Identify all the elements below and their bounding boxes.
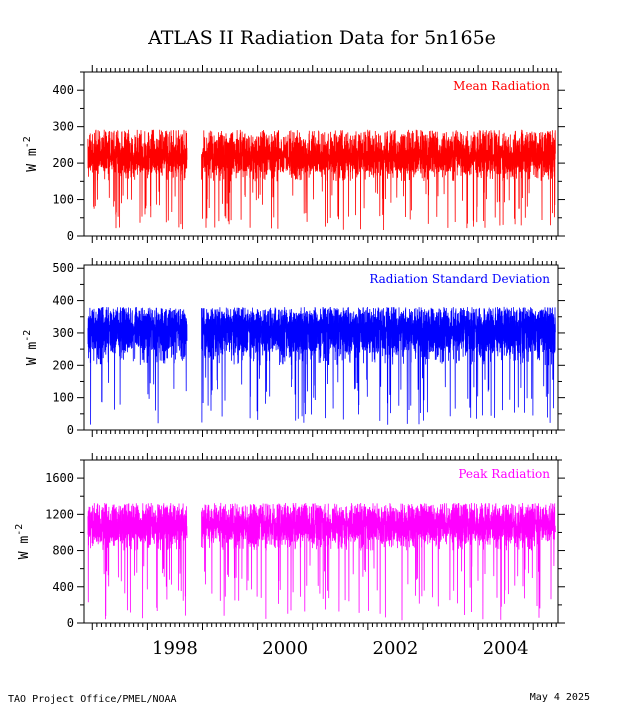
series-label: Peak Radiation xyxy=(458,467,550,481)
y-axis-label: W m-2 xyxy=(22,136,40,172)
y-tick-label: 100 xyxy=(52,193,74,207)
x-tick-label: 2002 xyxy=(373,638,419,659)
series-line xyxy=(201,502,556,621)
plot-frame xyxy=(83,459,559,624)
series-label: Radiation Standard Deviation xyxy=(369,272,550,286)
series-line xyxy=(201,306,556,425)
series-line xyxy=(87,502,188,620)
x-tick-label: 2000 xyxy=(262,638,308,659)
plot-frame xyxy=(83,71,559,237)
mean-radiation-panel: 0 100 200 300 400 W m-2 Mean Radiation xyxy=(22,65,565,243)
y-tick-label: 300 xyxy=(52,326,74,340)
radiation-std-panel: 0 100 200 300 400 500 W m-2 Radiation Standard … xyxy=(22,258,565,437)
plot-frame xyxy=(83,264,559,431)
series-line xyxy=(87,306,188,425)
y-tick-label: 200 xyxy=(52,358,74,372)
series-label: Mean Radiation xyxy=(453,79,550,93)
y-tick-label: 1600 xyxy=(45,471,74,485)
x-tick-label: 2004 xyxy=(483,638,529,659)
x-tick-label: 1998 xyxy=(152,638,198,659)
chart-title: ATLAS II Radiation Data for 5n165e xyxy=(147,27,496,49)
footer-date: May 4 2025 xyxy=(530,692,590,703)
y-tick-label: 1200 xyxy=(45,507,74,521)
y-tick-label: 400 xyxy=(52,580,74,594)
y-tick-label: 400 xyxy=(52,294,74,308)
y-tick-label: 0 xyxy=(67,423,74,437)
y-tick-label: 500 xyxy=(52,261,74,275)
series-line xyxy=(87,129,188,230)
y-tick-label: 0 xyxy=(67,616,74,630)
peak-radiation-panel: 0 400 800 1200 1600 W m-2 Peak Radiation xyxy=(14,453,565,630)
y-tick-label: 300 xyxy=(52,120,74,134)
y-axis-label: W m-2 xyxy=(14,524,32,560)
y-tick-label: 100 xyxy=(52,391,74,405)
footer-credit: TAO Project Office/PMEL/NOAA xyxy=(8,694,177,705)
y-axis-label: W m-2 xyxy=(22,330,40,366)
y-tick-label: 800 xyxy=(52,544,74,558)
series-line xyxy=(201,129,556,231)
y-tick-label: 200 xyxy=(52,156,74,170)
x-axis-year-labels: 1998 2000 2002 2004 xyxy=(152,638,529,659)
y-tick-label: 400 xyxy=(52,83,74,97)
y-tick-label: 0 xyxy=(67,229,74,243)
